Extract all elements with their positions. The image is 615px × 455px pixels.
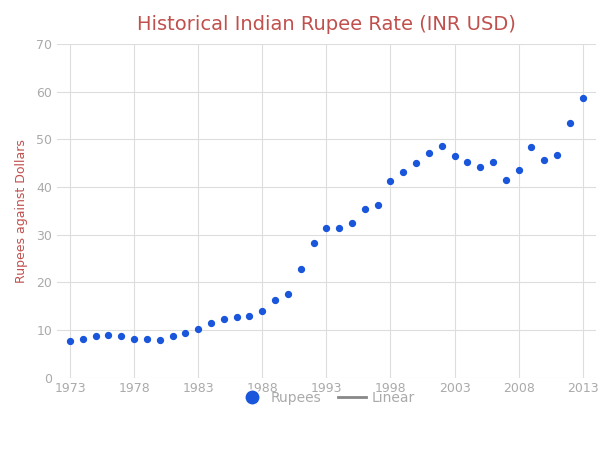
Point	[296, 266, 306, 273]
Point	[501, 177, 510, 184]
Point	[116, 332, 126, 339]
Point	[539, 156, 549, 163]
Point	[232, 314, 242, 321]
Point	[180, 329, 190, 336]
Point	[514, 167, 523, 174]
Point	[168, 333, 178, 340]
Point	[129, 335, 139, 342]
Point	[450, 152, 459, 159]
Point	[91, 333, 101, 340]
Point	[245, 312, 255, 319]
Point	[565, 119, 575, 126]
Y-axis label: Rupees against Dollars: Rupees against Dollars	[15, 139, 28, 283]
Point	[552, 152, 562, 159]
Point	[360, 205, 370, 212]
Point	[578, 95, 588, 102]
Point	[399, 169, 408, 176]
Point	[462, 158, 472, 165]
Point	[475, 164, 485, 171]
Point	[142, 335, 152, 343]
Point	[155, 337, 165, 344]
Point	[335, 224, 344, 232]
Point	[386, 177, 395, 185]
Point	[103, 331, 113, 339]
Point	[283, 291, 293, 298]
Point	[193, 326, 203, 333]
Point	[219, 315, 229, 322]
Point	[373, 201, 383, 208]
Point	[309, 240, 319, 247]
Legend: Rupees, Linear: Rupees, Linear	[232, 385, 421, 411]
Point	[347, 219, 357, 227]
Point	[526, 143, 536, 151]
Point	[322, 224, 331, 232]
Title: Historical Indian Rupee Rate (INR USD): Historical Indian Rupee Rate (INR USD)	[137, 15, 516, 34]
Point	[206, 320, 216, 327]
Point	[488, 158, 498, 165]
Point	[257, 308, 267, 315]
Point	[65, 337, 75, 344]
Point	[411, 160, 421, 167]
Point	[270, 297, 280, 304]
Point	[78, 335, 88, 343]
Point	[437, 142, 446, 150]
Point	[424, 149, 434, 156]
